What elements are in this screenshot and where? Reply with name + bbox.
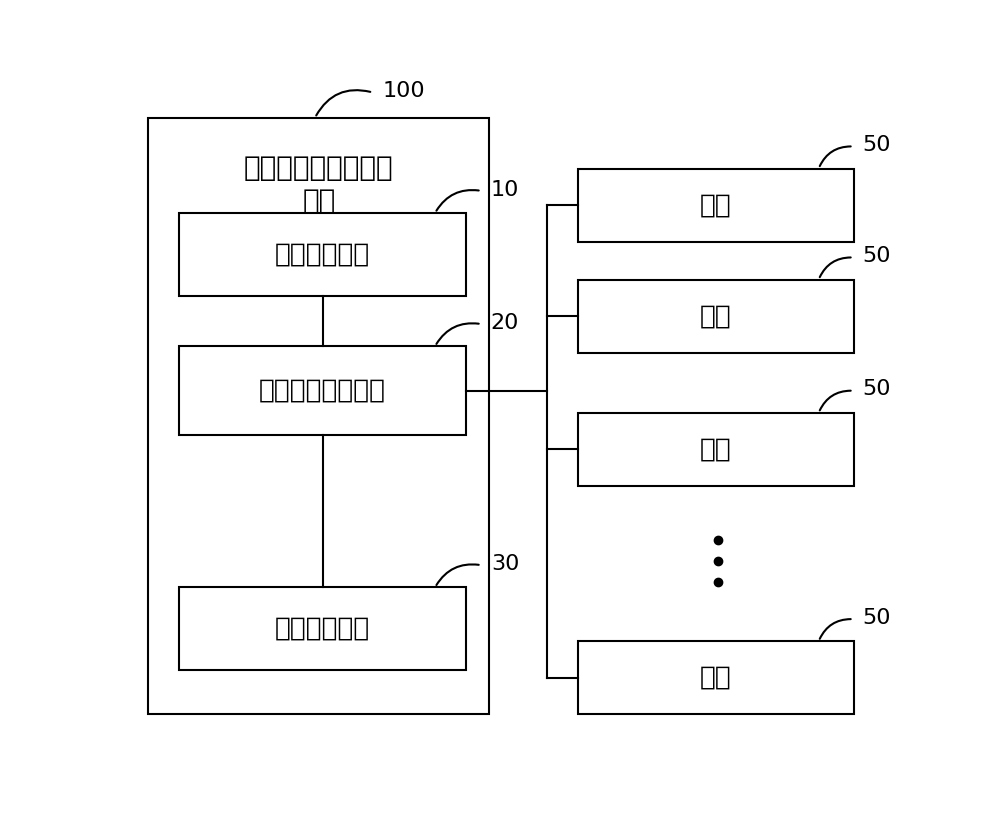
Text: 50: 50 <box>863 380 891 400</box>
Bar <box>578 279 854 353</box>
Text: 30: 30 <box>491 554 519 574</box>
Text: 100: 100 <box>382 82 425 101</box>
Bar <box>578 169 854 241</box>
Text: 计算设备的芯片调频
装置: 计算设备的芯片调频 装置 <box>244 154 394 215</box>
Bar <box>179 213 466 296</box>
Text: 50: 50 <box>863 135 891 155</box>
Text: 50: 50 <box>863 246 891 266</box>
Bar <box>578 641 854 714</box>
Text: 频点设置模块: 频点设置模块 <box>275 241 370 267</box>
Text: 10: 10 <box>491 180 519 199</box>
Text: 内核: 内核 <box>700 192 732 218</box>
Bar <box>179 346 466 435</box>
Text: 计算性能分析模块: 计算性能分析模块 <box>259 377 386 404</box>
Bar <box>578 413 854 486</box>
Text: 内核: 内核 <box>700 437 732 462</box>
Text: 20: 20 <box>491 313 519 333</box>
Bar <box>179 588 466 670</box>
Text: 频率调整模块: 频率调整模块 <box>275 616 370 642</box>
Text: 内核: 内核 <box>700 303 732 330</box>
Text: 内核: 内核 <box>700 665 732 691</box>
Bar <box>148 118 489 714</box>
Text: 50: 50 <box>863 608 891 628</box>
